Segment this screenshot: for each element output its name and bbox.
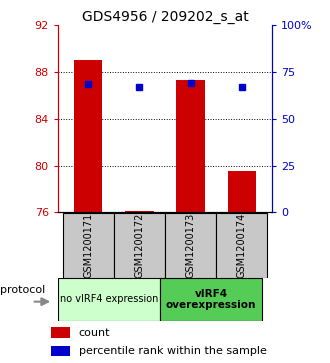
Bar <box>63 213 114 278</box>
Text: vIRF4
overexpression: vIRF4 overexpression <box>166 289 256 310</box>
Bar <box>74 61 102 212</box>
Bar <box>125 211 153 212</box>
Bar <box>160 278 262 321</box>
Text: protocol: protocol <box>0 285 45 295</box>
Bar <box>216 213 267 278</box>
Text: GSM1200173: GSM1200173 <box>185 213 196 278</box>
Text: GSM1200174: GSM1200174 <box>237 213 247 278</box>
Bar <box>51 327 71 338</box>
Text: percentile rank within the sample: percentile rank within the sample <box>79 346 267 356</box>
Bar <box>51 346 71 356</box>
Bar <box>114 213 165 278</box>
Text: no vIRF4 expression: no vIRF4 expression <box>60 294 158 305</box>
Bar <box>58 278 160 321</box>
Bar <box>228 171 256 212</box>
Bar <box>177 80 205 212</box>
Text: count: count <box>79 328 110 338</box>
Bar <box>165 213 216 278</box>
Title: GDS4956 / 209202_s_at: GDS4956 / 209202_s_at <box>82 11 248 24</box>
Text: GSM1200172: GSM1200172 <box>134 213 145 278</box>
Text: GSM1200171: GSM1200171 <box>83 213 93 278</box>
